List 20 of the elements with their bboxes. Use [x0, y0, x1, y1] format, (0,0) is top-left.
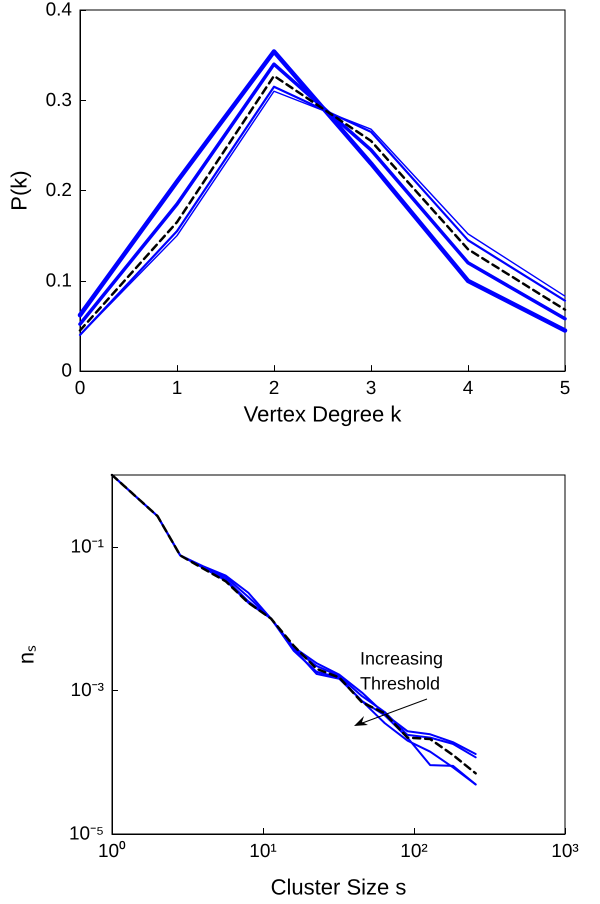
y-axis-title: P(k): [6, 170, 32, 211]
y-tick-label: 10⁻¹: [70, 536, 104, 558]
y-tick-label: 0.1: [46, 270, 72, 292]
y-tick-label: 0: [61, 360, 72, 382]
y-tick-label: 0.2: [46, 180, 72, 202]
x-axis-title: Cluster Size s: [270, 874, 406, 900]
y-tick-label: 10⁻³: [70, 680, 104, 701]
x-tick-label: 10²: [400, 841, 428, 862]
x-axis-title: Vertex Degree k: [244, 402, 402, 426]
y-tick-label: 0.4: [46, 0, 72, 20]
x-tick-label: 10³: [551, 841, 579, 862]
y-tick-label: 0.3: [46, 90, 72, 111]
annotation: Increasing Threshold: [360, 648, 448, 694]
x-tick-label: 5: [560, 378, 570, 400]
x-tick-label: 10¹: [249, 841, 277, 862]
x-tick-label: 4: [462, 378, 474, 400]
x-tick-label: 1: [172, 378, 182, 400]
x-tick-label: 3: [366, 378, 376, 400]
y-axis-title: nₛ: [14, 644, 38, 664]
x-tick-label: 2: [268, 378, 280, 400]
